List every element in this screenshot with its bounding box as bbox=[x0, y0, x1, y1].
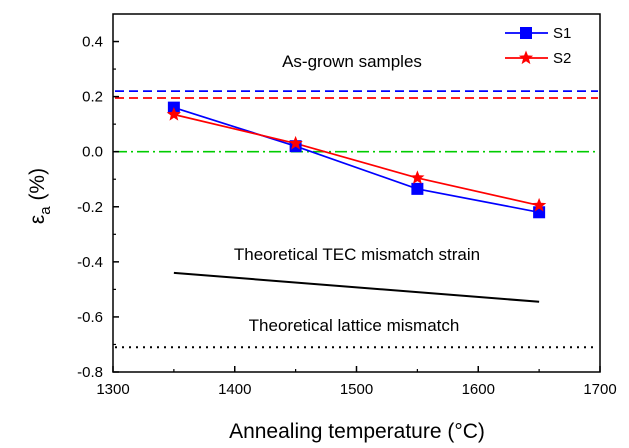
y-tick-label-1: 0.2 bbox=[82, 89, 103, 106]
x-tick-label-2: 1500 bbox=[340, 381, 373, 398]
y-tick-label-6: -0.8 bbox=[77, 364, 103, 381]
axis-ticks: 1300 1400 1500 1600 1700 0.4 0.2 0.0 -0.2 -0.4 -0.… bbox=[77, 34, 617, 398]
annotation-lattice: Theoretical lattice mismatch bbox=[249, 316, 460, 335]
y-axis-unit: (%) bbox=[26, 168, 49, 207]
legend-label-S1: S1 bbox=[553, 25, 571, 42]
tec-mismatch-line bbox=[173, 271, 540, 303]
data-point-S2-0 bbox=[166, 107, 181, 121]
y-tick-label-0: 0.4 bbox=[82, 34, 103, 51]
legend-label-S2: S2 bbox=[553, 50, 571, 67]
annotation-tec: Theoretical TEC mismatch strain bbox=[234, 245, 480, 264]
series-line-S2 bbox=[173, 113, 540, 207]
y-tick-label-2: 0.0 bbox=[82, 144, 103, 161]
y-tick-label-5: -0.6 bbox=[77, 309, 103, 326]
reference-lines bbox=[115, 90, 598, 349]
x-axis-title: Annealing temperature (°C) bbox=[229, 420, 485, 443]
y-tick-label-3: -0.2 bbox=[77, 199, 103, 216]
legend-marker-S1 bbox=[520, 27, 532, 39]
data-point-S1-2 bbox=[411, 182, 424, 195]
y-axis-title: εa (%) bbox=[26, 168, 54, 224]
y-axis-symbol: ε bbox=[26, 215, 49, 224]
data-point-S2-1 bbox=[288, 135, 303, 150]
x-tick-label-1: 1400 bbox=[218, 381, 251, 398]
y-tick-label-4: -0.4 bbox=[77, 254, 103, 271]
legend-marker-S2 bbox=[518, 50, 534, 65]
data-point-S2-3 bbox=[532, 197, 547, 212]
x-tick-label-3: 1600 bbox=[462, 381, 495, 398]
x-tick-label-4: 1700 bbox=[583, 381, 616, 398]
x-tick-label-0: 1300 bbox=[96, 381, 129, 398]
data-point-S2-2 bbox=[410, 170, 425, 184]
annotation-as-grown: As-grown samples bbox=[282, 52, 422, 71]
tec-mismatch-curve bbox=[173, 271, 540, 303]
y-axis-subscript: a bbox=[37, 206, 54, 215]
series-line-S1 bbox=[173, 106, 540, 214]
data-series bbox=[166, 101, 547, 219]
